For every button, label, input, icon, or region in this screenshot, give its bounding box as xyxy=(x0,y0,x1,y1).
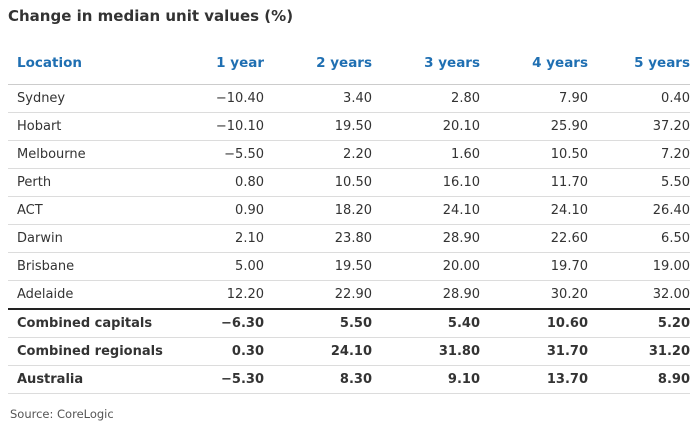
location-cell: Hobart xyxy=(8,112,168,141)
table-row: ACT 0.90 18.20 24.10 24.10 26.40 xyxy=(8,196,690,225)
value-cell: 18.20 xyxy=(264,196,372,225)
value-cell: 24.10 xyxy=(372,196,480,225)
value-cell: 10.50 xyxy=(480,140,588,169)
value-cell: 13.70 xyxy=(480,365,588,394)
value-cell: 5.20 xyxy=(588,308,690,338)
value-cell: 23.80 xyxy=(264,224,372,253)
value-cell: 5.50 xyxy=(588,168,690,197)
column-header: 2 years xyxy=(264,34,372,85)
value-cell: −10.10 xyxy=(168,112,264,141)
source-note: Source: CoreLogic xyxy=(10,407,114,421)
value-cell: 0.40 xyxy=(588,84,690,113)
value-cell: 20.10 xyxy=(372,112,480,141)
value-cell: 2.10 xyxy=(168,224,264,253)
value-cell: 10.60 xyxy=(480,308,588,338)
value-cell: −5.30 xyxy=(168,365,264,394)
value-cell: 22.60 xyxy=(480,224,588,253)
value-cell: 2.20 xyxy=(264,140,372,169)
value-cell: 37.20 xyxy=(588,112,690,141)
value-cell: 7.90 xyxy=(480,84,588,113)
column-header: 4 years xyxy=(480,34,588,85)
value-cell: 30.20 xyxy=(480,280,588,310)
value-cell: 19.00 xyxy=(588,252,690,281)
chart-title: Change in median unit values (%) xyxy=(8,7,294,25)
value-cell: 22.90 xyxy=(264,280,372,310)
value-cell: 31.20 xyxy=(588,337,690,366)
value-cell: 26.40 xyxy=(588,196,690,225)
table-row: Brisbane 5.00 19.50 20.00 19.70 19.00 xyxy=(8,252,690,281)
value-cell: 19.50 xyxy=(264,252,372,281)
location-cell: Australia xyxy=(8,365,168,394)
table-body: Sydney −10.40 3.40 2.80 7.90 0.40 Hobart −10.10… xyxy=(8,84,690,394)
table-row: Combined regionals 0.30 24.10 31.80 31.70 31.… xyxy=(8,337,690,366)
value-cell: −10.40 xyxy=(168,84,264,113)
column-header: Location xyxy=(8,34,168,85)
value-cell: −5.50 xyxy=(168,140,264,169)
table-row: Hobart −10.10 19.50 20.10 25.90 37.20 xyxy=(8,112,690,141)
location-cell: Adelaide xyxy=(8,280,168,310)
location-cell: Perth xyxy=(8,168,168,197)
value-cell: 2.80 xyxy=(372,84,480,113)
value-cell: 12.20 xyxy=(168,280,264,310)
value-cell: 25.90 xyxy=(480,112,588,141)
header-row: Location 1 year 2 years 3 years 4 years … xyxy=(8,34,690,85)
value-cell: 19.50 xyxy=(264,112,372,141)
value-cell: 5.40 xyxy=(372,308,480,338)
location-cell: Melbourne xyxy=(8,140,168,169)
value-cell: 16.10 xyxy=(372,168,480,197)
value-cell: 19.70 xyxy=(480,252,588,281)
location-cell: Combined regionals xyxy=(8,337,168,366)
location-cell: Brisbane xyxy=(8,252,168,281)
value-cell: 20.00 xyxy=(372,252,480,281)
table-row: Australia −5.30 8.30 9.10 13.70 8.90 xyxy=(8,365,690,394)
table-row: Melbourne −5.50 2.20 1.60 10.50 7.20 xyxy=(8,140,690,169)
location-cell: Darwin xyxy=(8,224,168,253)
value-cell: 31.70 xyxy=(480,337,588,366)
value-cell: 0.30 xyxy=(168,337,264,366)
location-cell: Combined capitals xyxy=(8,308,168,338)
table-row: Sydney −10.40 3.40 2.80 7.90 0.40 xyxy=(8,84,690,113)
value-cell: 24.10 xyxy=(264,337,372,366)
value-cell: 1.60 xyxy=(372,140,480,169)
location-cell: ACT xyxy=(8,196,168,225)
table-row: Perth 0.80 10.50 16.10 11.70 5.50 xyxy=(8,168,690,197)
table-row: Combined capitals −6.30 5.50 5.40 10.60 5.20 xyxy=(8,308,690,338)
column-header: 3 years xyxy=(372,34,480,85)
value-cell: 8.90 xyxy=(588,365,690,394)
value-cell: 24.10 xyxy=(480,196,588,225)
table-row: Adelaide 12.20 22.90 28.90 30.20 32.00 xyxy=(8,280,690,310)
value-cell: 0.80 xyxy=(168,168,264,197)
value-cell: 5.50 xyxy=(264,308,372,338)
value-cell: 7.20 xyxy=(588,140,690,169)
value-cell: 28.90 xyxy=(372,280,480,310)
data-table: Location 1 year 2 years 3 years 4 years … xyxy=(8,34,690,394)
value-cell: 31.80 xyxy=(372,337,480,366)
column-header: 1 year xyxy=(168,34,264,85)
value-cell: 5.00 xyxy=(168,252,264,281)
value-cell: 6.50 xyxy=(588,224,690,253)
value-cell: 28.90 xyxy=(372,224,480,253)
location-cell: Sydney xyxy=(8,84,168,113)
value-cell: −6.30 xyxy=(168,308,264,338)
value-cell: 9.10 xyxy=(372,365,480,394)
value-cell: 8.30 xyxy=(264,365,372,394)
table-row: Darwin 2.10 23.80 28.90 22.60 6.50 xyxy=(8,224,690,253)
column-header: 5 years xyxy=(588,34,690,85)
value-cell: 11.70 xyxy=(480,168,588,197)
value-cell: 0.90 xyxy=(168,196,264,225)
value-cell: 10.50 xyxy=(264,168,372,197)
value-cell: 3.40 xyxy=(264,84,372,113)
value-cell: 32.00 xyxy=(588,280,690,310)
